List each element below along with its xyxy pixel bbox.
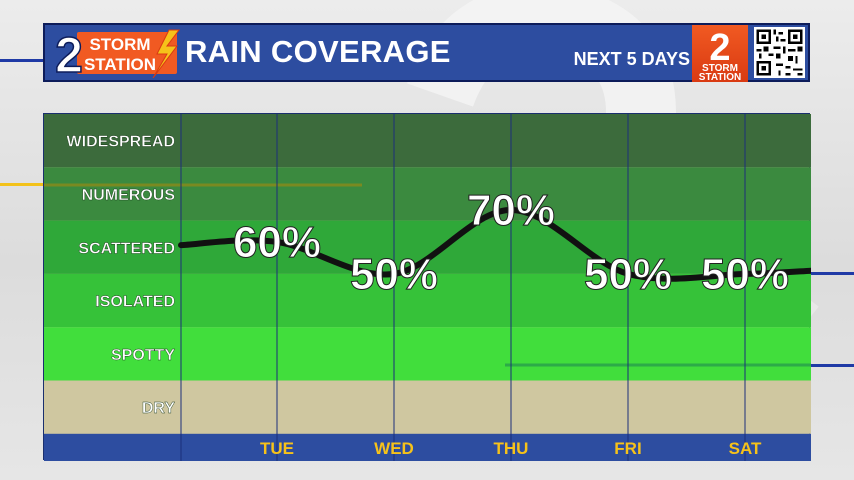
accent-line-left-top <box>0 59 45 62</box>
badge-numeral: 2 <box>709 27 730 69</box>
badge-art: 2 STORM STATION <box>699 27 741 83</box>
accent-line-right-blue <box>808 272 854 275</box>
band-widespread <box>44 114 811 168</box>
qr-code-icon[interactable] <box>754 27 805 78</box>
header-bar: 2 STORM STATION RAIN COVERAGE NEXT 5 DAY… <box>43 23 810 83</box>
station-badge: 2 STORM STATION <box>692 25 748 83</box>
band-dry <box>44 380 811 434</box>
data-label-thu: 70% <box>467 186 555 235</box>
y-tick-label-widespread: WIDESPREAD <box>67 134 175 151</box>
data-label-sat: 50% <box>701 250 789 299</box>
y-tick-label-scattered: SCATTERED <box>78 240 175 257</box>
data-point-fri <box>626 271 630 276</box>
x-tick-label-sat: SAT <box>729 439 762 458</box>
rain-coverage-chart: WIDESPREAD NUMEROUS SCATTERED ISOLATED SPOTT… <box>43 113 811 461</box>
data-point-tue <box>275 239 279 244</box>
badge-text-storm: STORM <box>702 63 738 74</box>
x-tick-label-fri: FRI <box>614 439 641 458</box>
data-label-tue: 60% <box>233 218 321 267</box>
band-numerous <box>44 167 811 221</box>
storm-station-logo: 2 STORM STATION <box>54 28 180 78</box>
y-tick-label-isolated: ISOLATED <box>95 294 175 311</box>
y-tick-label-dry: DRY <box>142 400 176 417</box>
data-label-wed: 50% <box>350 250 438 299</box>
x-tick-label-wed: WED <box>374 439 414 458</box>
forecast-range-label: NEXT 5 DAYS <box>573 49 690 69</box>
x-tick-label-tue: TUE <box>260 439 294 458</box>
y-tick-label-spotty: SPOTTY <box>111 347 175 364</box>
accent-line-left-yellow <box>0 183 45 186</box>
data-label-fri: 50% <box>584 250 672 299</box>
band-isolated <box>44 273 811 328</box>
logo-text-station: STATION <box>84 55 156 74</box>
y-tick-label-numerous: NUMEROUS <box>82 187 176 204</box>
accent-line-right-blue-2 <box>808 364 854 367</box>
chart-canvas: WIDESPREAD NUMEROUS SCATTERED ISOLATED SPOTT… <box>44 114 811 461</box>
logo-text-storm: STORM <box>89 35 150 54</box>
page-title: RAIN COVERAGE <box>185 34 451 69</box>
badge-text-station: STATION <box>699 72 741 82</box>
logo-numeral: 2 <box>55 28 83 78</box>
band-scattered <box>44 220 811 274</box>
x-axis-bar <box>44 433 811 461</box>
x-tick-label-thu: THU <box>494 439 529 458</box>
data-point-wed <box>392 271 396 276</box>
data-point-sat <box>743 271 747 276</box>
data-point-thu <box>509 207 513 212</box>
band-spotty <box>44 327 811 381</box>
